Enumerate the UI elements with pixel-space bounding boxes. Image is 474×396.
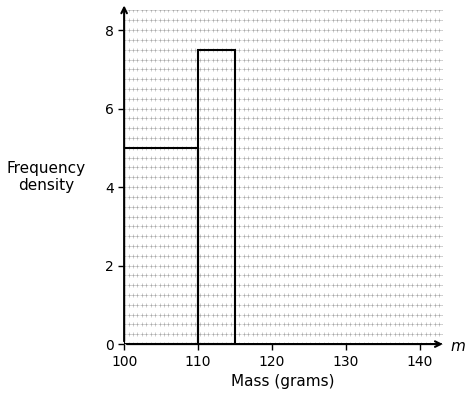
X-axis label: Mass (grams): Mass (grams) <box>231 374 335 389</box>
Bar <box>124 148 198 344</box>
Text: m: m <box>451 339 465 354</box>
Y-axis label: Frequency
density: Frequency density <box>7 161 86 194</box>
Bar <box>198 50 235 344</box>
